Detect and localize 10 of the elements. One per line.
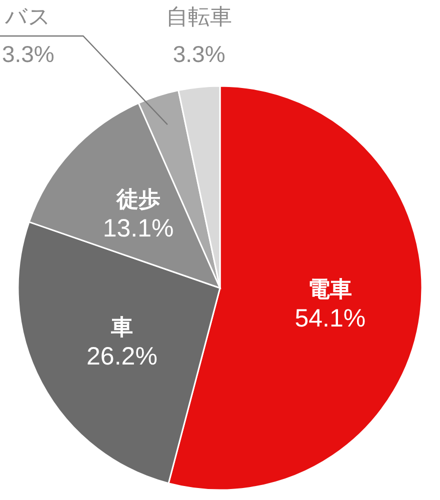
slice-label: バス bbox=[4, 4, 52, 29]
data-label: 3.3% bbox=[2, 41, 54, 67]
slice-label: 電車 bbox=[308, 276, 352, 302]
data-label: 54.1% bbox=[294, 304, 366, 332]
slice-label: 徒歩 bbox=[115, 186, 160, 212]
slice-label: 車 bbox=[110, 314, 133, 340]
data-label: 13.1% bbox=[102, 214, 174, 243]
data-label: 26.2% bbox=[86, 342, 158, 370]
data-label: 3.3% bbox=[172, 41, 226, 67]
slice-label: 自転車 bbox=[166, 4, 232, 29]
